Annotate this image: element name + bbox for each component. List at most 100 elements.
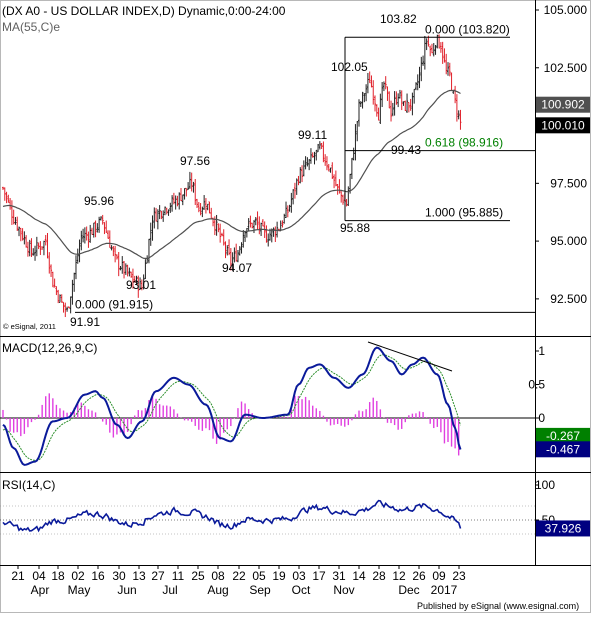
price-bar [299,167,302,184]
price-bar [108,230,111,248]
x-axis-month-label: Oct [292,583,311,597]
price-bar [7,194,10,203]
price-bar [44,234,47,246]
price-bar [292,189,295,205]
x-axis-day-label: 08 [211,569,225,583]
fib-level-label: 0.000 (91.915) [75,297,153,311]
price-bar [418,66,421,89]
price-annotation: 99.43 [391,143,421,157]
rsi-pane[interactable] [0,499,535,535]
price-axis-label: 105.000 [544,3,588,17]
price-bar [66,306,69,312]
ma-line [2,89,461,260]
price-axis-label: 97.500 [550,176,587,190]
price-bar [203,195,206,210]
price-bar [19,227,22,242]
price-annotation: 103.82 [380,12,417,26]
price-bar [329,167,332,173]
price-bar [290,192,293,213]
x-axis-month-label: Aug [207,583,228,597]
price-bar [439,42,442,53]
price-bar [180,188,182,202]
price-bar [315,149,318,161]
price-bar [117,252,120,277]
price-bar [133,275,136,283]
x-axis-day-label: 11 [172,569,185,583]
x-axis-month-label: Apr [31,583,50,597]
price-bar [34,245,37,261]
price-bar [313,151,316,165]
fib-level-label: 0.000 (103.820) [425,22,510,36]
x-axis-day-label: 13 [132,569,146,583]
x-axis-day-label: 23 [452,569,466,583]
rsi-tag-text: 37.926 [545,521,582,535]
price-axis-label: 92.500 [550,292,587,306]
price-bar [204,198,207,214]
price-bar [62,301,65,313]
price-bar [258,216,261,235]
chart-title: (DX A0 - US DOLLAR INDEX,D) Dynamic,0:00… [2,4,286,18]
rsi-line [2,499,462,533]
price-bar [272,227,275,237]
price-bar [32,248,35,256]
price-bar [390,100,393,122]
price-bar [309,148,312,164]
macd-pane[interactable] [0,341,535,466]
price-bar [101,214,104,225]
x-axis-day-label: 26 [412,569,426,583]
price-bar [327,163,330,172]
macd-tag: -0.467 [536,441,590,458]
price-bar [414,82,417,91]
price-tag: 100.902 [536,96,590,113]
macd-line [2,346,462,466]
x-axis-month-label: May [68,583,91,597]
x-axis-day-label: 03 [292,569,306,583]
price-bar [447,62,449,76]
rsi-title: RSI(14,C) [2,478,55,492]
price-bar [171,195,174,212]
price-bar [429,45,432,57]
price-bar [142,274,145,290]
price-bar [85,226,88,241]
price-bar [445,53,448,75]
price-bar [229,248,232,271]
price-bar [74,255,77,280]
macd-tag-text: -0.467 [546,442,580,456]
price-annotation: 94.07 [222,261,252,275]
price-pane[interactable]: 0.000 (103.820) 0.618 (98.916) 1.000 (95.8… [2,12,535,329]
price-bar [18,226,21,237]
price-bar [400,90,403,111]
price-annotation: 95.96 [84,194,114,208]
price-bar [361,91,364,109]
price-bar [420,56,423,82]
price-bar [372,80,375,105]
price-bar [407,102,410,113]
price-bar [187,182,190,190]
price-bar [233,247,236,263]
price-bar [158,205,161,220]
price-bar [285,201,288,219]
price-bar [238,246,241,256]
price-bar [57,289,60,304]
price-bar [165,207,168,215]
price-bar [26,241,29,257]
price-bar [197,202,200,213]
price-bar [155,207,158,222]
price-bar [261,219,264,227]
macd-title: MACD(12,26,9,C) [2,341,97,355]
fib-level-label: 0.618 (98.916) [425,136,503,150]
price-bar [254,217,257,226]
x-axis-day-label: 05 [252,569,266,583]
macd-trend-line [367,341,453,372]
price-annotation: 93.01 [126,278,156,292]
price-bar [55,286,58,296]
x-axis-day-label: 21 [11,569,25,583]
macd-axis-label: 0.5 [528,378,545,392]
price-bar [137,275,140,298]
price-tag-text: 100.902 [541,98,585,112]
price-bar [432,43,435,57]
price-bar [430,43,433,54]
price-bar [354,124,357,161]
